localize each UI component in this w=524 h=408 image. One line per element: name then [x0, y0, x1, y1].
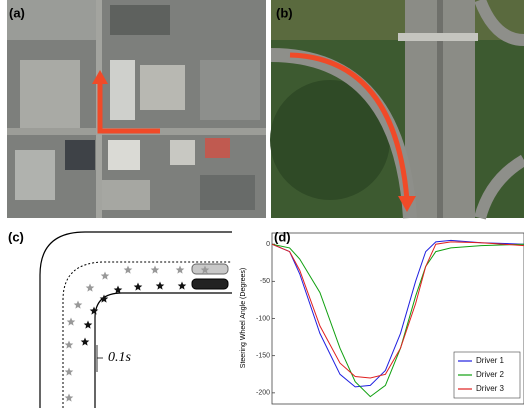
star	[176, 266, 185, 274]
panel-label: (d)	[274, 229, 291, 244]
star	[65, 394, 74, 402]
star	[74, 301, 83, 309]
star	[178, 282, 187, 290]
legend-label: Driver 1	[476, 356, 505, 365]
y-tick-label: -50	[260, 278, 270, 285]
y-tick-label: 0	[266, 241, 270, 248]
star	[65, 368, 74, 376]
y-tick-label: -150	[256, 353, 270, 360]
panel-label: (c)	[8, 229, 24, 244]
panel-label: (a)	[9, 5, 25, 20]
star	[124, 266, 133, 274]
y-axis-label: Steering Wheel Angle (Degrees)	[240, 268, 247, 368]
y-tick-label: -200	[256, 390, 270, 397]
star	[67, 318, 76, 326]
star	[156, 282, 165, 290]
aerial-photo-b	[270, 0, 524, 218]
star	[86, 284, 95, 292]
star	[65, 341, 74, 349]
figure: (a) (b) (c) (d) 0.1s Steering Wheel Angl…	[0, 0, 524, 408]
star	[84, 321, 93, 329]
y-tick-label: -100	[256, 315, 270, 322]
star	[101, 272, 110, 280]
star	[81, 338, 90, 346]
aerial-photo-a	[7, 0, 266, 218]
interval-label: 0.1s	[108, 350, 132, 365]
legend-label: Driver 3	[476, 384, 505, 393]
legend-label: Driver 2	[476, 370, 505, 379]
trajectory-diagram	[40, 232, 232, 408]
star	[114, 286, 123, 294]
star	[134, 283, 143, 291]
star	[151, 266, 160, 274]
panel-label: (b)	[276, 5, 293, 20]
trajectory-stars	[65, 266, 210, 402]
